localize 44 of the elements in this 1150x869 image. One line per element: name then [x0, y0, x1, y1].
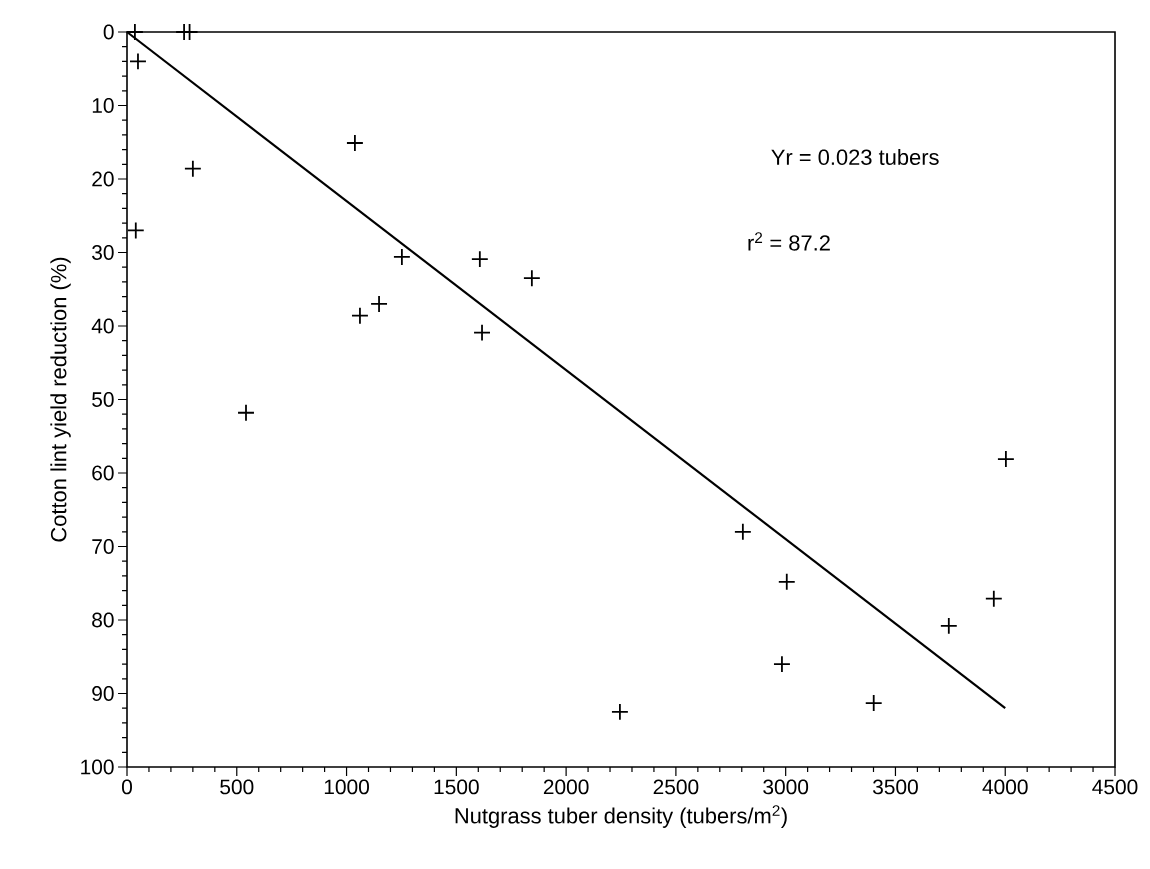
point	[997, 450, 1015, 468]
y-tick-label: 70	[92, 539, 114, 554]
x-tick-label: 3000	[763, 779, 809, 795]
point	[470, 250, 489, 268]
x-tick-label: 4000	[982, 779, 1028, 795]
x-tick-label: 1500	[434, 779, 479, 795]
x-tick-label: 3500	[872, 779, 918, 795]
y-tick-label: 10	[92, 98, 114, 113]
annotation: Yr = 0.023 tubers	[771, 148, 939, 165]
point	[864, 694, 883, 712]
y-axis-title: Cotton lint yield reduction (%)	[50, 257, 71, 542]
point	[611, 703, 629, 721]
y-tick-label: 30	[92, 245, 114, 260]
point	[393, 248, 411, 266]
y-tick-label: 60	[92, 465, 114, 481]
y-tick-label: 100	[81, 759, 114, 775]
point	[777, 572, 796, 591]
x-tick-label: 500	[220, 779, 254, 795]
point	[346, 134, 364, 152]
point	[522, 269, 541, 288]
x-tick-label: 4500	[1092, 779, 1138, 795]
x-tick-label: 2000	[543, 779, 589, 795]
point	[939, 617, 958, 635]
point	[129, 52, 147, 71]
y-tick-label: 40	[91, 318, 114, 334]
y-tick-label: 90	[92, 686, 114, 701]
x-axis-title: Nutgrass tuber density (tubers/m$^{2}$)	[455, 805, 787, 828]
point	[473, 323, 491, 342]
point	[984, 589, 1003, 608]
point	[370, 295, 388, 313]
y-tick-label: 0	[103, 24, 114, 40]
point	[126, 221, 145, 240]
point	[237, 403, 255, 422]
point	[184, 159, 202, 178]
point	[773, 655, 791, 673]
y-tick-label: 20	[92, 171, 114, 187]
annotation: r$^{2}$ = 87.2	[748, 232, 830, 251]
y-tick-label: 80	[92, 612, 114, 628]
x-tick-label: 1000	[324, 779, 369, 795]
point	[351, 306, 369, 325]
y-tick-label: 50	[92, 392, 114, 407]
x-tick-label: 0	[121, 779, 132, 795]
point	[733, 522, 752, 541]
x-tick-label: 2500	[653, 779, 699, 795]
